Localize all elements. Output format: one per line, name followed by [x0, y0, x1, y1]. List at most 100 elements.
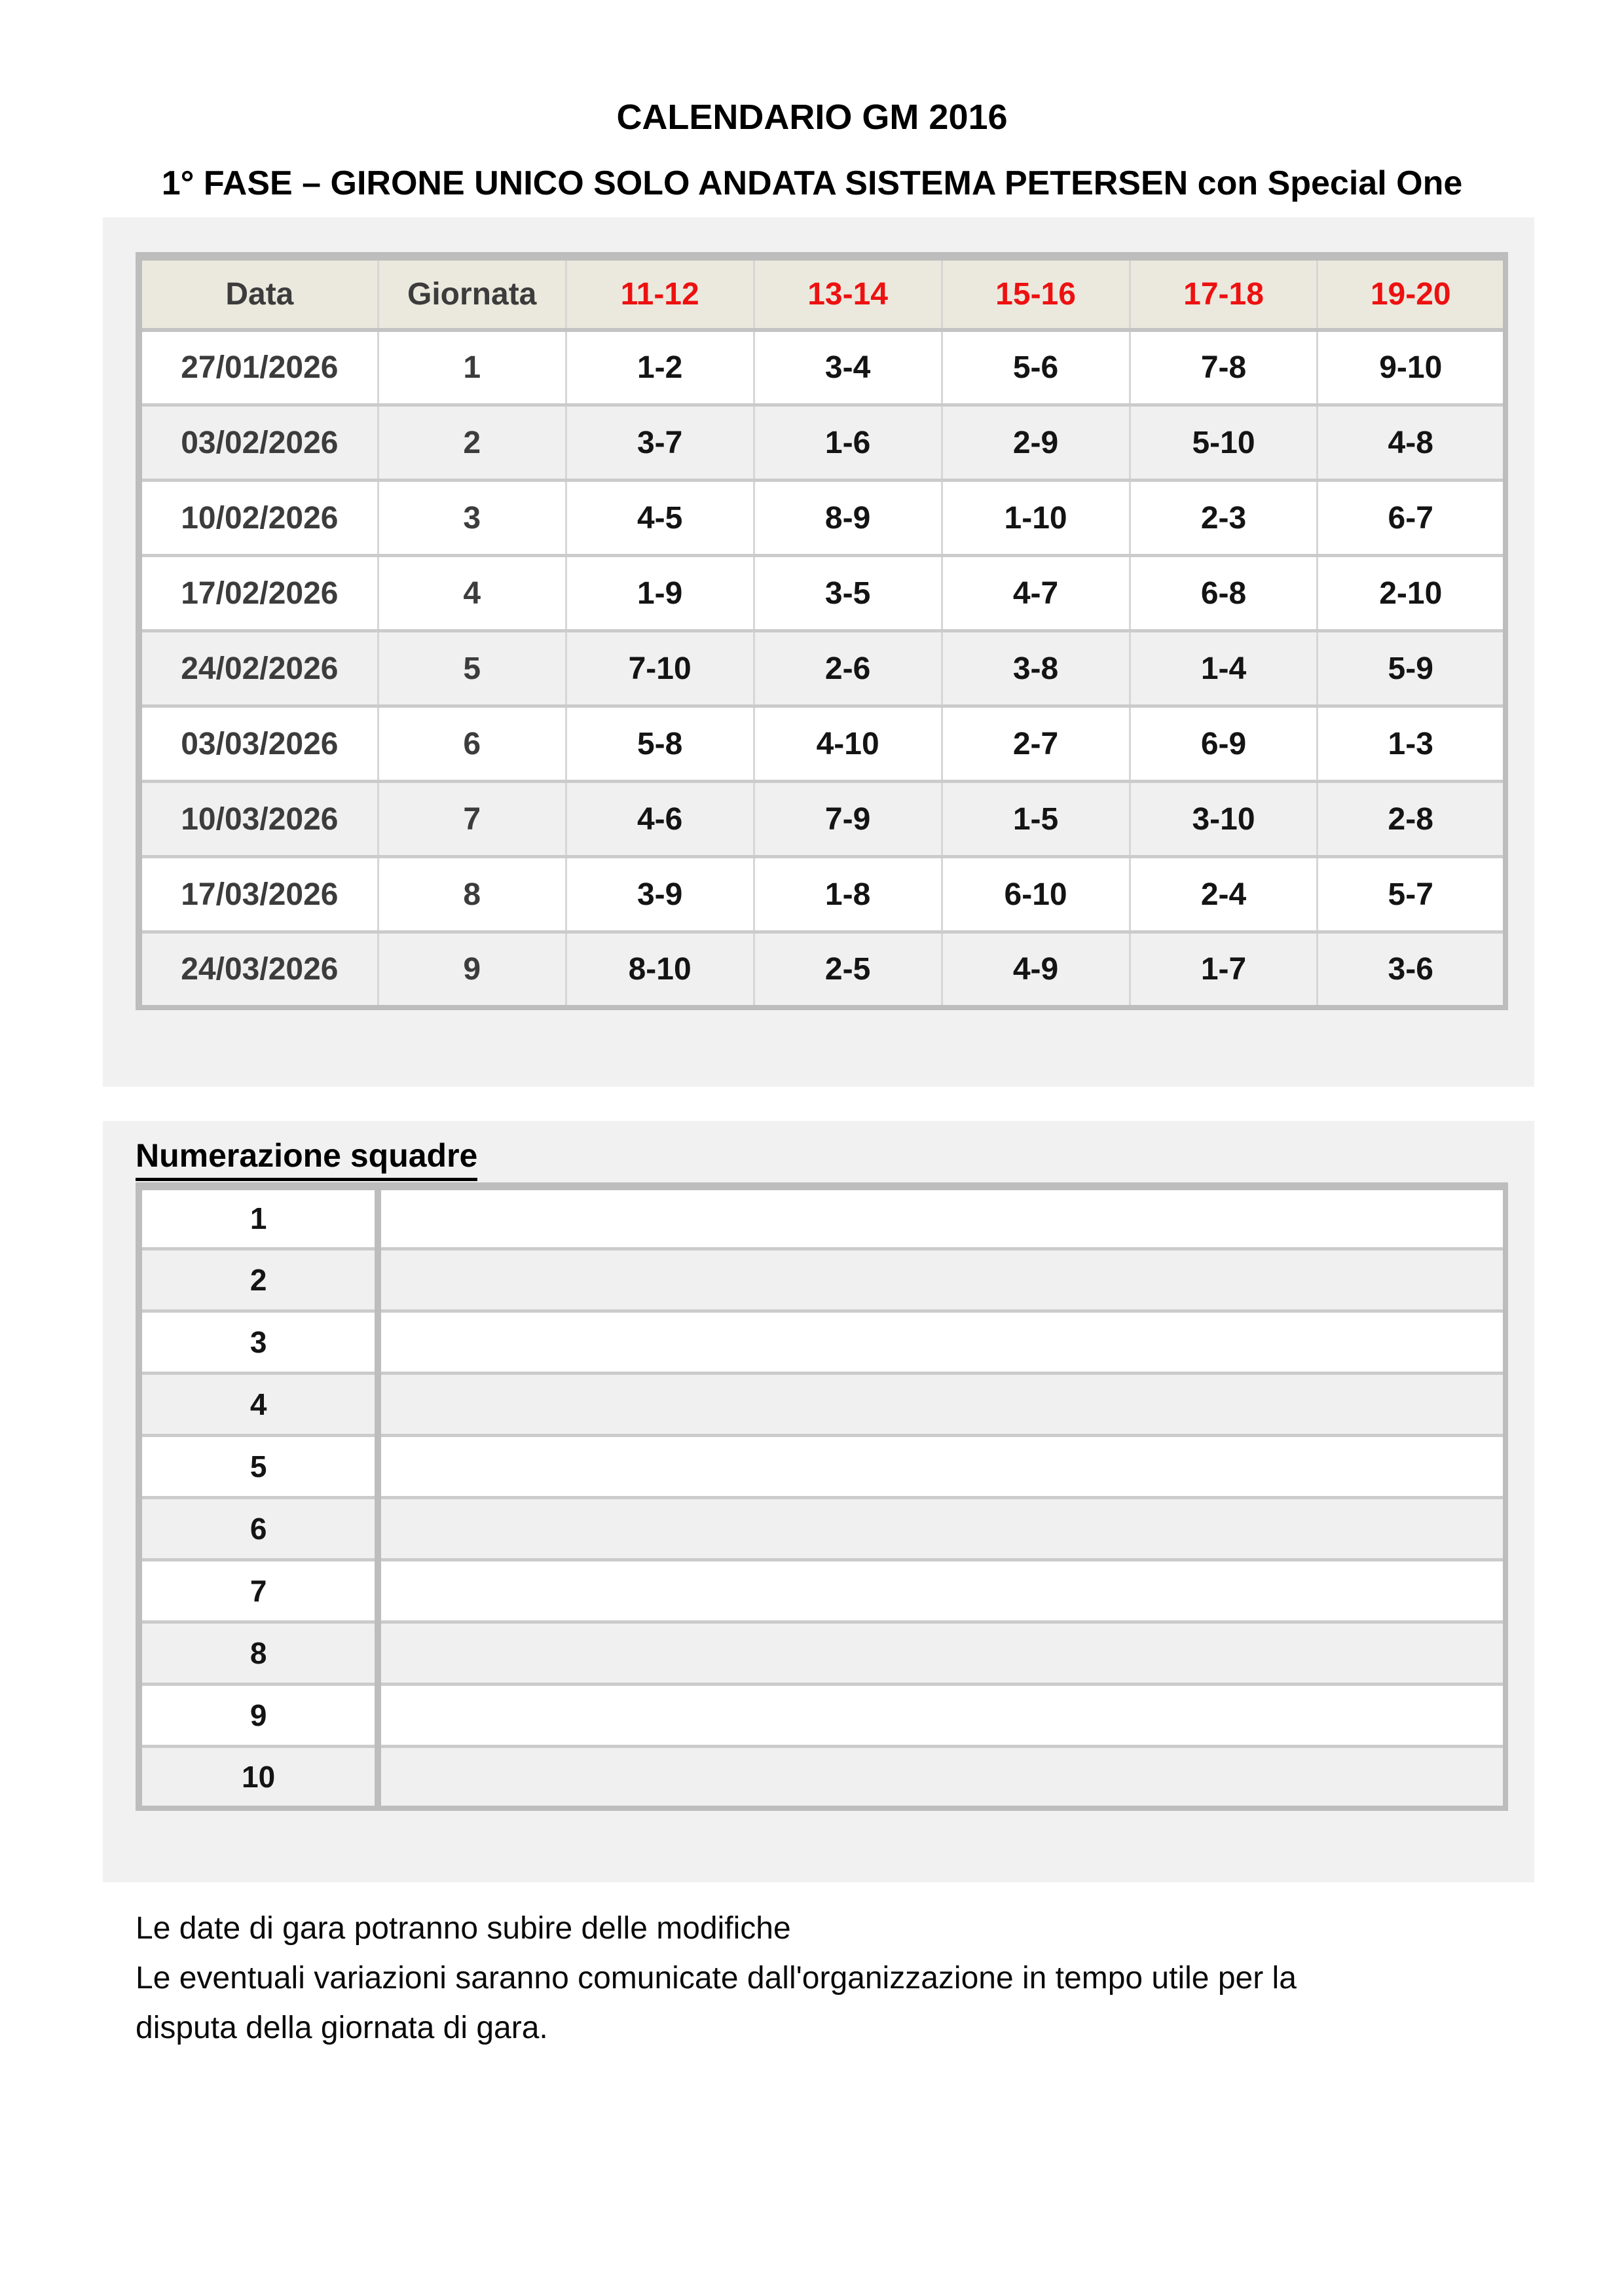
team-name-cell	[375, 1247, 1505, 1311]
team-number: 8	[139, 1620, 378, 1684]
schedule-cell-match: 8-9	[752, 479, 942, 556]
numbering-panel: Numerazione squadre 1 2 3 4 5 6 7 8 9 10	[103, 1121, 1534, 1882]
schedule-cell-match: 1-9	[564, 554, 754, 631]
team-number: 7	[139, 1558, 378, 1622]
schedule-header-17-18: 17-18	[1128, 256, 1318, 332]
schedule-row-giornata-2: 03/02/2026 2 3-7 1-6 2-9 5-10 4-8	[139, 403, 1505, 481]
team-name-cell	[375, 1371, 1505, 1435]
notes-block: Le date di gara potranno subire delle mo…	[136, 1904, 1406, 2052]
schedule-cell-match: 2-5	[752, 930, 942, 1008]
team-name-cell	[375, 1558, 1505, 1622]
numbering-row-5: 5	[139, 1433, 1505, 1497]
schedule-cell-match: 4-7	[940, 554, 1130, 631]
schedule-cell-match: 4-5	[564, 479, 754, 556]
team-number: 9	[139, 1682, 378, 1746]
schedule-cell-giornata: 9	[377, 930, 566, 1008]
note-line-2: Le eventuali variazioni saranno comunica…	[136, 1960, 1297, 2045]
schedule-cell-giornata: 7	[377, 780, 566, 857]
team-name-cell	[375, 1682, 1505, 1746]
schedule-cell-match: 3-7	[564, 403, 754, 481]
schedule-cell-match: 1-10	[940, 479, 1130, 556]
team-name-cell	[375, 1744, 1505, 1808]
schedule-header-19-20: 19-20	[1316, 256, 1505, 332]
numbering-row-7: 7	[139, 1558, 1505, 1622]
schedule-cell-date: 03/03/2026	[139, 704, 378, 782]
schedule-cell-date: 03/02/2026	[139, 403, 378, 481]
schedule-header-giornata: Giornata	[377, 256, 566, 332]
schedule-cell-match: 4-10	[752, 704, 942, 782]
schedule-cell-match: 8-10	[564, 930, 754, 1008]
schedule-row-giornata-4: 17/02/2026 4 1-9 3-5 4-7 6-8 2-10	[139, 554, 1505, 631]
schedule-row-giornata-3: 10/02/2026 3 4-5 8-9 1-10 2-3 6-7	[139, 479, 1505, 556]
schedule-panel: Data Giornata 11-12 13-14 15-16 17-18 19-20 27…	[103, 217, 1534, 1087]
schedule-cell-match: 2-7	[940, 704, 1130, 782]
schedule-row-giornata-5: 24/02/2026 5 7-10 2-6 3-8 1-4 5-9	[139, 629, 1505, 706]
schedule-cell-match: 2-9	[940, 403, 1130, 481]
schedule-cell-match: 3-5	[752, 554, 942, 631]
schedule-cell-match: 5-6	[940, 329, 1130, 405]
schedule-cell-match: 7-10	[564, 629, 754, 706]
team-name-cell	[375, 1186, 1505, 1248]
schedule-cell-match: 1-8	[752, 855, 942, 932]
schedule-cell-match: 7-9	[752, 780, 942, 857]
schedule-table: Data Giornata 11-12 13-14 15-16 17-18 19-20 27…	[136, 252, 1508, 1010]
schedule-body: 27/01/2026 1 1-2 3-4 5-6 7-8 9-10 03/02/2026 2 3-…	[139, 329, 1505, 1008]
schedule-cell-date: 24/02/2026	[139, 629, 378, 706]
page-title: CALENDARIO GM 2016	[616, 98, 1008, 137]
numbering-row-3: 3	[139, 1309, 1505, 1373]
team-number: 6	[139, 1495, 378, 1559]
schedule-cell-match: 1-4	[1128, 629, 1318, 706]
schedule-cell-match: 2-6	[752, 629, 942, 706]
schedule-row-giornata-6: 03/03/2026 6 5-8 4-10 2-7 6-9 1-3	[139, 704, 1505, 782]
team-name-cell	[375, 1495, 1505, 1559]
schedule-cell-match: 5-9	[1316, 629, 1505, 706]
schedule-cell-match: 2-8	[1316, 780, 1505, 857]
schedule-cell-match: 3-6	[1316, 930, 1505, 1008]
schedule-header-row: Data Giornata 11-12 13-14 15-16 17-18 19-20	[139, 256, 1505, 332]
schedule-cell-match: 6-10	[940, 855, 1130, 932]
schedule-cell-match: 4-6	[564, 780, 754, 857]
schedule-cell-giornata: 4	[377, 554, 566, 631]
numbering-heading: Numerazione squadre	[136, 1137, 478, 1181]
numbering-body: 1 2 3 4 5 6 7 8 9 10	[139, 1186, 1505, 1808]
schedule-cell-date: 27/01/2026	[181, 350, 339, 385]
schedule-cell-giornata: 8	[377, 855, 566, 932]
schedule-cell-giornata: 5	[377, 629, 566, 706]
schedule-cell-giornata: 2	[377, 403, 566, 481]
team-number: 2	[139, 1247, 378, 1311]
schedule-row-giornata-9: 24/03/2026 9 8-10 2-5 4-9 1-7 3-6	[139, 930, 1505, 1008]
team-number: 4	[139, 1371, 378, 1435]
team-number: 10	[139, 1744, 378, 1808]
schedule-cell-match: 1-6	[752, 403, 942, 481]
numbering-heading-text: Numerazione squadre	[136, 1137, 478, 1181]
schedule-header-13-14: 13-14	[752, 256, 942, 332]
numbering-row-6: 6	[139, 1495, 1505, 1559]
schedule-cell-match: 5-10	[1128, 403, 1318, 481]
schedule-cell-match: 2-3	[1128, 479, 1318, 556]
schedule-header-11-12: 11-12	[564, 256, 754, 332]
team-number: 5	[139, 1433, 378, 1497]
schedule-cell-date: 17/03/2026	[139, 855, 378, 932]
schedule-cell-match: 5-7	[1316, 855, 1505, 932]
page-subtitle: 1° FASE – GIRONE UNICO SOLO ANDATA SISTE…	[161, 164, 1463, 202]
numbering-row-10: 10	[139, 1744, 1505, 1808]
schedule-cell-match: 1-5	[940, 780, 1130, 857]
schedule-cell-match: 1-7	[1128, 930, 1318, 1008]
schedule-cell-match: 2-4	[1128, 855, 1318, 932]
schedule-header-15-16: 15-16	[940, 256, 1130, 332]
schedule-cell-match: 5-8	[564, 704, 754, 782]
numbering-row-4: 4	[139, 1371, 1505, 1435]
numbering-row-8: 8	[139, 1620, 1505, 1684]
schedule-cell-match: 3-4	[752, 329, 942, 405]
schedule-cell-match: 9-10	[1316, 329, 1505, 405]
schedule-row-giornata-7: 10/03/2026 7 4-6 7-9 1-5 3-10 2-8	[139, 780, 1505, 857]
schedule-cell-date: 17/02/2026	[139, 554, 378, 631]
schedule-cell-date: 10/02/2026	[139, 479, 378, 556]
schedule-cell-date: 24/03/2026	[139, 930, 378, 1008]
team-number: 3	[139, 1309, 378, 1373]
numbering-row-9: 9	[139, 1682, 1505, 1746]
schedule-cell-match: 7-8	[1128, 329, 1318, 405]
schedule-cell-match: 6-9	[1128, 704, 1318, 782]
numbering-table: 1 2 3 4 5 6 7 8 9 10	[136, 1182, 1508, 1811]
